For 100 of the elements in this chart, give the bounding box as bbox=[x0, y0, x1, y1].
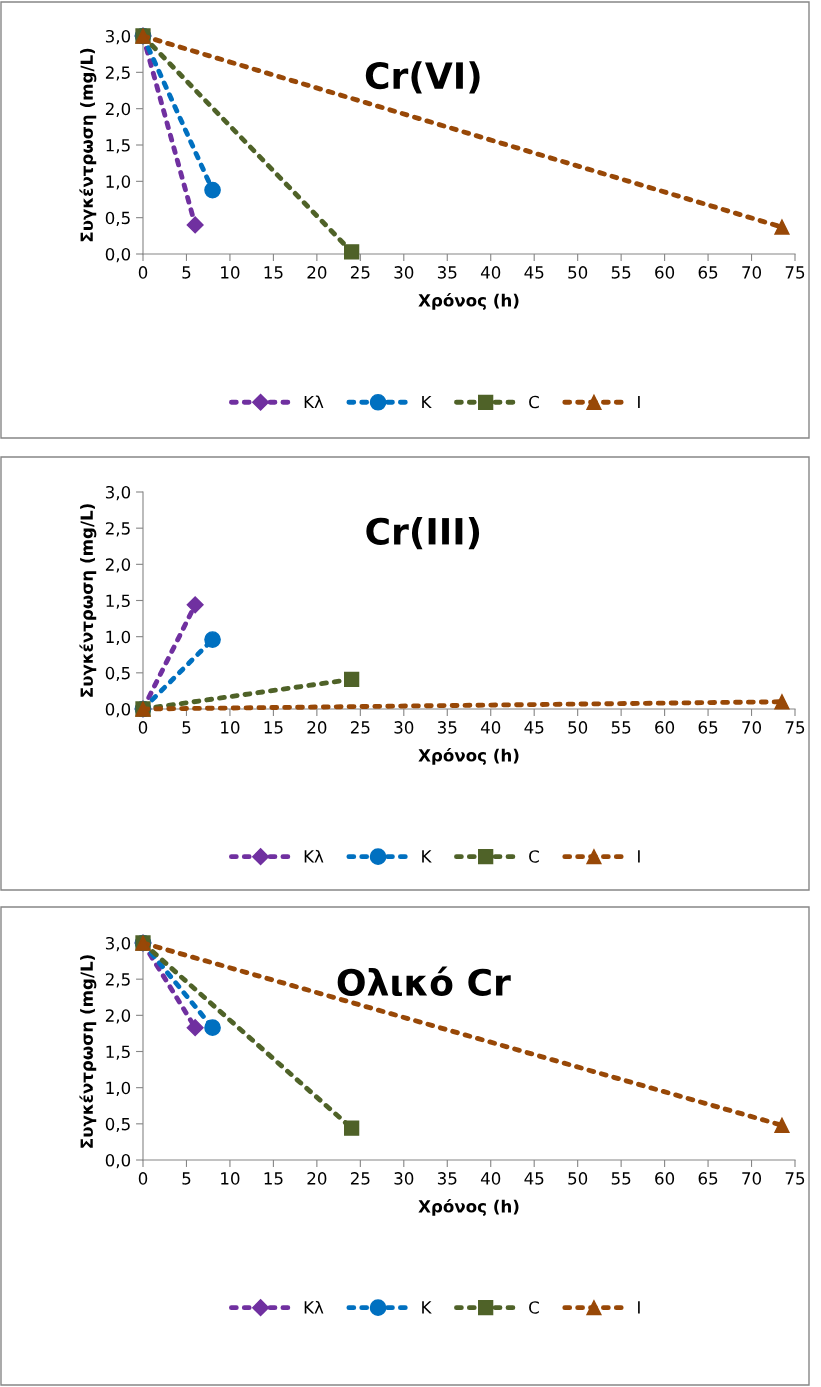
x-tick-label: 70 bbox=[742, 721, 762, 734]
y-tick-label: 2,5 bbox=[105, 66, 130, 81]
x-tick-label: 0 bbox=[138, 1172, 148, 1185]
x-tick-label: 50 bbox=[568, 266, 588, 279]
x-tick-label: 5 bbox=[182, 721, 191, 734]
y-tick-label: 1,0 bbox=[106, 630, 131, 645]
point bbox=[204, 631, 221, 648]
legend-label: Κλ bbox=[304, 849, 324, 863]
x-tick-label: 70 bbox=[742, 1172, 762, 1185]
x-tick-label: 20 bbox=[307, 721, 327, 734]
point bbox=[774, 694, 790, 710]
x-axis-title: Χρόνος (h) bbox=[418, 293, 519, 310]
y-tick-label: 2,5 bbox=[105, 973, 130, 988]
x-tick-label: 55 bbox=[611, 1172, 631, 1185]
x-tick-label: 45 bbox=[524, 721, 544, 734]
x-tick-label: 75 bbox=[785, 1172, 805, 1185]
x-tick-label: 10 bbox=[221, 1172, 240, 1185]
x-tick-label: 20 bbox=[307, 266, 327, 279]
text: Cr(III) bbox=[366, 517, 480, 550]
x-tick-label: 50 bbox=[568, 721, 588, 734]
x-tick-label: 60 bbox=[655, 1172, 675, 1185]
point bbox=[774, 1117, 790, 1133]
y-axis-title: Συγκέντρωση (mg/L) bbox=[79, 504, 97, 697]
x-tick-label: 60 bbox=[655, 266, 675, 279]
y-tick-label: 3,0 bbox=[105, 485, 131, 501]
x-tick-label: 65 bbox=[698, 266, 718, 279]
legend-label: C bbox=[529, 395, 539, 409]
point bbox=[186, 596, 204, 614]
x-tick-label: 35 bbox=[437, 721, 457, 734]
legend-label: Κλ bbox=[304, 1300, 324, 1314]
x-tick-label: 35 bbox=[437, 266, 457, 279]
y-tick-label: 0,5 bbox=[105, 1117, 130, 1133]
text: Cr(VI) bbox=[365, 61, 480, 94]
legend-label: Κ bbox=[422, 850, 432, 863]
y-tick-label: 0,0 bbox=[105, 1153, 131, 1169]
x-tick-label: 40 bbox=[480, 721, 501, 734]
legend-label: I bbox=[638, 1301, 640, 1314]
y-tick-label: 1,5 bbox=[106, 594, 130, 609]
y-tick-label: 2,5 bbox=[105, 522, 130, 537]
y-tick-label: 0,0 bbox=[105, 702, 131, 718]
point bbox=[204, 1019, 221, 1036]
legend-label: I bbox=[638, 850, 640, 863]
y-tick-label: 2,0 bbox=[105, 102, 131, 117]
x-axis-title: Χρόνος (h) bbox=[418, 1199, 519, 1216]
x-tick-label: 0 bbox=[138, 721, 148, 734]
point bbox=[186, 216, 204, 234]
x-tick-label: 40 bbox=[480, 266, 501, 279]
text: Ολικό Cr bbox=[337, 966, 511, 997]
y-tick-label: 1,0 bbox=[106, 175, 131, 190]
legend-label: Κ bbox=[422, 395, 432, 409]
x-tick-label: 50 bbox=[568, 1172, 588, 1185]
point bbox=[344, 244, 360, 260]
x-tick-label: 40 bbox=[480, 1172, 501, 1185]
point bbox=[186, 1019, 204, 1037]
y-tick-label: 0,5 bbox=[105, 211, 130, 226]
x-tick-label: 20 bbox=[307, 1172, 327, 1185]
x-tick-label: 25 bbox=[350, 266, 370, 279]
legend-label: Κλ bbox=[304, 395, 324, 409]
legend-label: C bbox=[529, 850, 539, 863]
y-tick-label: 2,0 bbox=[105, 1009, 131, 1024]
x-tick-label: 70 bbox=[742, 266, 762, 279]
x-tick-label: 25 bbox=[350, 1172, 370, 1185]
x-tick-label: 75 bbox=[785, 266, 805, 279]
x-tick-label: 10 bbox=[221, 721, 240, 734]
x-tick-label: 10 bbox=[221, 266, 240, 279]
x-tick-label: 75 bbox=[785, 721, 805, 734]
x-tick-label: 60 bbox=[655, 721, 675, 734]
x-tick-label: 35 bbox=[437, 1172, 457, 1185]
y-tick-label: 0,5 bbox=[105, 666, 130, 682]
y-axis-title: Συγκέντρωση (mg/L) bbox=[79, 955, 97, 1148]
legend-label: C bbox=[529, 1301, 539, 1314]
point bbox=[204, 181, 221, 199]
x-tick-label: 30 bbox=[394, 721, 414, 734]
x-tick-label: 30 bbox=[394, 266, 414, 279]
y-tick-label: 3,0 bbox=[105, 29, 131, 45]
x-tick-label: 55 bbox=[611, 266, 631, 279]
x-tick-label: 45 bbox=[524, 1172, 544, 1185]
x-axis-title: Χρόνος (h) bbox=[418, 748, 519, 765]
x-tick-label: 65 bbox=[698, 1172, 718, 1185]
x-tick-label: 15 bbox=[264, 721, 283, 734]
y-tick-label: 1,0 bbox=[106, 1081, 131, 1096]
point bbox=[344, 671, 360, 687]
y-tick-label: 3,0 bbox=[105, 936, 131, 952]
x-tick-label: 45 bbox=[524, 266, 544, 279]
x-tick-label: 30 bbox=[394, 1172, 414, 1185]
x-tick-label: 0 bbox=[138, 266, 148, 279]
y-axis-title: Συγκέντρωση (mg/L) bbox=[79, 48, 97, 242]
point bbox=[774, 219, 790, 235]
x-tick-label: 55 bbox=[611, 721, 631, 734]
y-tick-label: 1,5 bbox=[106, 139, 130, 154]
y-tick-label: 1,5 bbox=[106, 1045, 130, 1060]
x-tick-label: 5 bbox=[182, 266, 191, 279]
y-tick-label: 2,0 bbox=[105, 558, 131, 573]
legend-label: I bbox=[638, 395, 640, 409]
x-tick-label: 5 bbox=[182, 1172, 191, 1185]
x-tick-label: 15 bbox=[264, 266, 283, 279]
x-tick-label: 65 bbox=[698, 721, 718, 734]
y-tick-label: 0,0 bbox=[105, 247, 131, 263]
x-tick-label: 25 bbox=[350, 721, 370, 734]
x-tick-label: 15 bbox=[264, 1172, 283, 1185]
